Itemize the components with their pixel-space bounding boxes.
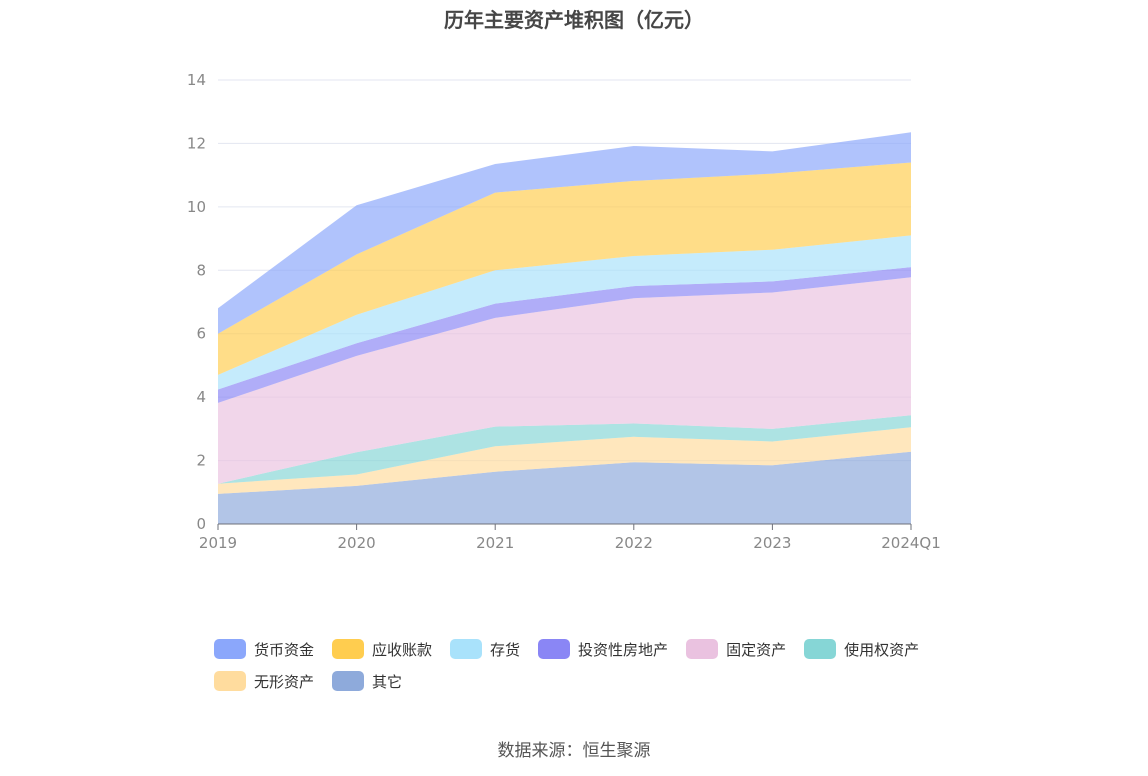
- area-series-0[interactable]: [218, 451, 911, 524]
- legend-label: 应收账款: [372, 640, 433, 659]
- y-tick-label: 0: [196, 515, 206, 533]
- legend-item[interactable]: 使用权资产: [804, 638, 919, 660]
- legend-item[interactable]: 存货: [450, 638, 520, 660]
- legend-label: 货币资金: [254, 640, 315, 659]
- legend-label: 存货: [490, 640, 521, 659]
- y-tick-label: 4: [196, 388, 206, 406]
- axes: 0 2 4 6 8 10 12 14 2019 2020 2021 2022 2023 2024Q1: [187, 71, 941, 552]
- area-series-6[interactable]: [218, 162, 911, 375]
- y-tick-label: 10: [187, 198, 206, 216]
- legend-swatch: [214, 639, 246, 659]
- legend-item[interactable]: 其它: [332, 670, 402, 692]
- legend: 货币资金 应收账款 存货 投资性房地产 固定资产 使用权资产无形资产 其它: [214, 638, 954, 692]
- legend-label: 无形资产: [254, 672, 315, 691]
- y-tick-label: 8: [196, 261, 206, 279]
- y-tick-label: 6: [196, 325, 206, 343]
- legend-swatch: [804, 639, 837, 659]
- y-tick-label: 14: [187, 71, 206, 89]
- y-tick-label: 12: [187, 134, 206, 152]
- legend-swatch: [538, 639, 571, 659]
- legend-item[interactable]: 固定资产: [686, 638, 786, 660]
- data-source: 数据来源：恒生聚源: [497, 741, 651, 761]
- chart-title: 历年主要资产堆积图（亿元）: [444, 8, 704, 32]
- legend-label: 固定资产: [726, 640, 787, 659]
- legend-item[interactable]: 投资性房地产: [538, 638, 668, 660]
- area-series: [218, 132, 911, 524]
- area-series-7[interactable]: [218, 132, 911, 334]
- y-tick-label: 2: [196, 452, 206, 470]
- x-tick-label: 2019: [199, 534, 237, 552]
- legend-swatch: [686, 639, 719, 659]
- area-series-1[interactable]: [218, 427, 911, 494]
- area-series-2[interactable]: [218, 415, 911, 484]
- legend-label: 使用权资产: [844, 640, 920, 659]
- area-series-3[interactable]: [218, 277, 911, 484]
- x-tick-label: 2024Q1: [881, 534, 941, 552]
- area-series-5[interactable]: [218, 235, 911, 390]
- x-tick-label: 2023: [753, 534, 791, 552]
- x-tick-label: 2020: [338, 534, 376, 552]
- legend-swatch: [450, 639, 483, 659]
- area-series-4[interactable]: [218, 267, 911, 403]
- stacked-area-chart: 0 2 4 6 8 10 12 14 2019 2020 2021 2022 2023 2024Q1: [187, 71, 941, 552]
- x-tick-label: 2021: [476, 534, 514, 552]
- legend-swatch: [332, 671, 365, 691]
- legend-label: 其它: [372, 672, 403, 691]
- legend-swatch: [214, 671, 246, 691]
- legend-label: 投资性房地产: [578, 640, 669, 659]
- legend-swatch: [332, 639, 365, 659]
- x-tick-label: 2022: [615, 534, 653, 552]
- legend-item[interactable]: 无形资产: [214, 670, 314, 692]
- legend-item[interactable]: 应收账款: [332, 638, 432, 660]
- legend-item[interactable]: 货币资金: [214, 638, 314, 660]
